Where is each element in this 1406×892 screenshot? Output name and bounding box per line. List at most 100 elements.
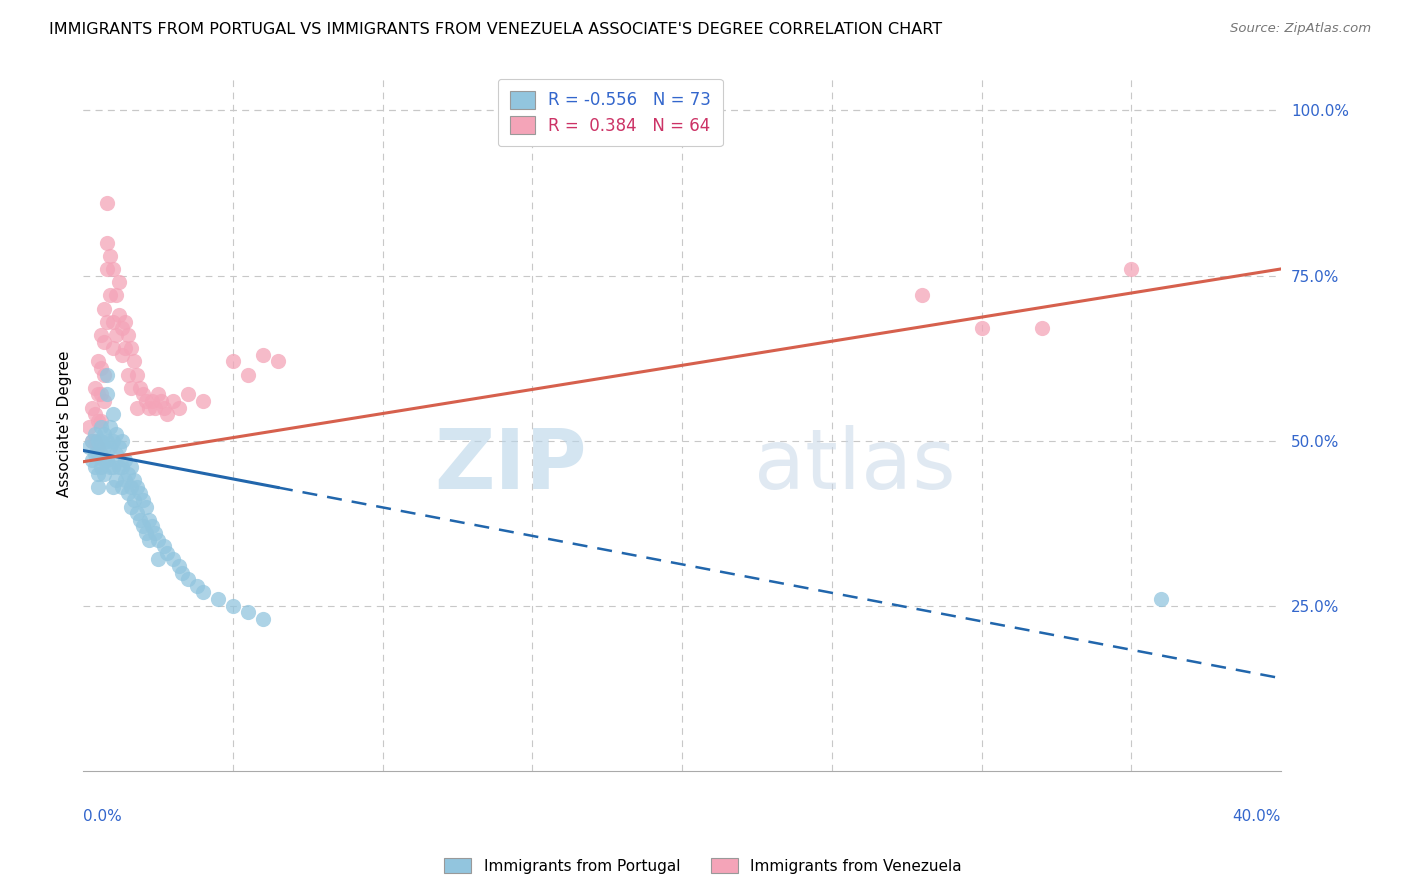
Point	[87, 354, 110, 368]
Point	[156, 407, 179, 421]
Point	[77, 420, 100, 434]
Point	[1121, 261, 1143, 276]
Point	[120, 381, 142, 395]
Point	[138, 513, 160, 527]
Point	[111, 480, 134, 494]
Point	[93, 334, 115, 349]
Point	[90, 420, 112, 434]
Point	[98, 288, 121, 302]
Point	[90, 434, 112, 448]
Point	[177, 572, 200, 586]
Point	[93, 301, 115, 316]
Point	[132, 493, 155, 508]
Point	[141, 394, 163, 409]
Point	[135, 500, 157, 514]
Point	[117, 467, 139, 481]
Point	[911, 288, 934, 302]
Point	[82, 401, 104, 415]
Point	[114, 341, 136, 355]
Point	[122, 354, 145, 368]
Point	[162, 394, 184, 409]
Point	[84, 434, 107, 448]
Point	[103, 434, 125, 448]
Point	[87, 414, 110, 428]
Point	[93, 453, 115, 467]
Point	[93, 394, 115, 409]
Point	[146, 387, 169, 401]
Point	[129, 513, 152, 527]
Point	[96, 195, 118, 210]
Point	[82, 434, 104, 448]
Point	[111, 321, 134, 335]
Point	[87, 434, 110, 448]
Point	[970, 321, 993, 335]
Point	[120, 460, 142, 475]
Point	[138, 401, 160, 415]
Point	[108, 308, 131, 322]
Point	[96, 261, 118, 276]
Point	[90, 387, 112, 401]
Text: 0.0%: 0.0%	[83, 809, 122, 824]
Point	[1150, 592, 1173, 607]
Point	[90, 460, 112, 475]
Point	[108, 275, 131, 289]
Point	[111, 348, 134, 362]
Point	[108, 460, 131, 475]
Point	[96, 235, 118, 250]
Point	[122, 473, 145, 487]
Point	[103, 460, 125, 475]
Point	[150, 394, 173, 409]
Point	[108, 440, 131, 454]
Point	[87, 480, 110, 494]
Point	[90, 361, 112, 376]
Point	[120, 480, 142, 494]
Point	[222, 354, 245, 368]
Point	[84, 447, 107, 461]
Point	[103, 315, 125, 329]
Point	[114, 453, 136, 467]
Text: atlas: atlas	[754, 425, 956, 506]
Point	[84, 407, 107, 421]
Point	[105, 327, 128, 342]
Point	[96, 434, 118, 448]
Point	[105, 427, 128, 442]
Point	[146, 533, 169, 547]
Point	[167, 401, 190, 415]
Point	[93, 427, 115, 442]
Point	[84, 381, 107, 395]
Point	[87, 440, 110, 454]
Point	[132, 519, 155, 533]
Point	[167, 559, 190, 574]
Point	[90, 414, 112, 428]
Point	[98, 249, 121, 263]
Legend: Immigrants from Portugal, Immigrants from Venezuela: Immigrants from Portugal, Immigrants fro…	[437, 852, 969, 880]
Point	[105, 447, 128, 461]
Point	[143, 401, 166, 415]
Point	[120, 341, 142, 355]
Point	[117, 327, 139, 342]
Point	[77, 440, 100, 454]
Point	[222, 599, 245, 613]
Point	[90, 447, 112, 461]
Point	[84, 427, 107, 442]
Point	[207, 592, 229, 607]
Point	[96, 387, 118, 401]
Point	[191, 585, 214, 599]
Point	[98, 460, 121, 475]
Point	[117, 486, 139, 500]
Point	[122, 493, 145, 508]
Point	[191, 394, 214, 409]
Point	[98, 420, 121, 434]
Text: Source: ZipAtlas.com: Source: ZipAtlas.com	[1230, 22, 1371, 36]
Point	[127, 506, 149, 520]
Point	[156, 546, 179, 560]
Point	[96, 453, 118, 467]
Point	[103, 480, 125, 494]
Point	[103, 341, 125, 355]
Point	[93, 467, 115, 481]
Point	[252, 348, 274, 362]
Point	[120, 500, 142, 514]
Point	[267, 354, 290, 368]
Point	[98, 440, 121, 454]
Text: 40.0%: 40.0%	[1233, 809, 1281, 824]
